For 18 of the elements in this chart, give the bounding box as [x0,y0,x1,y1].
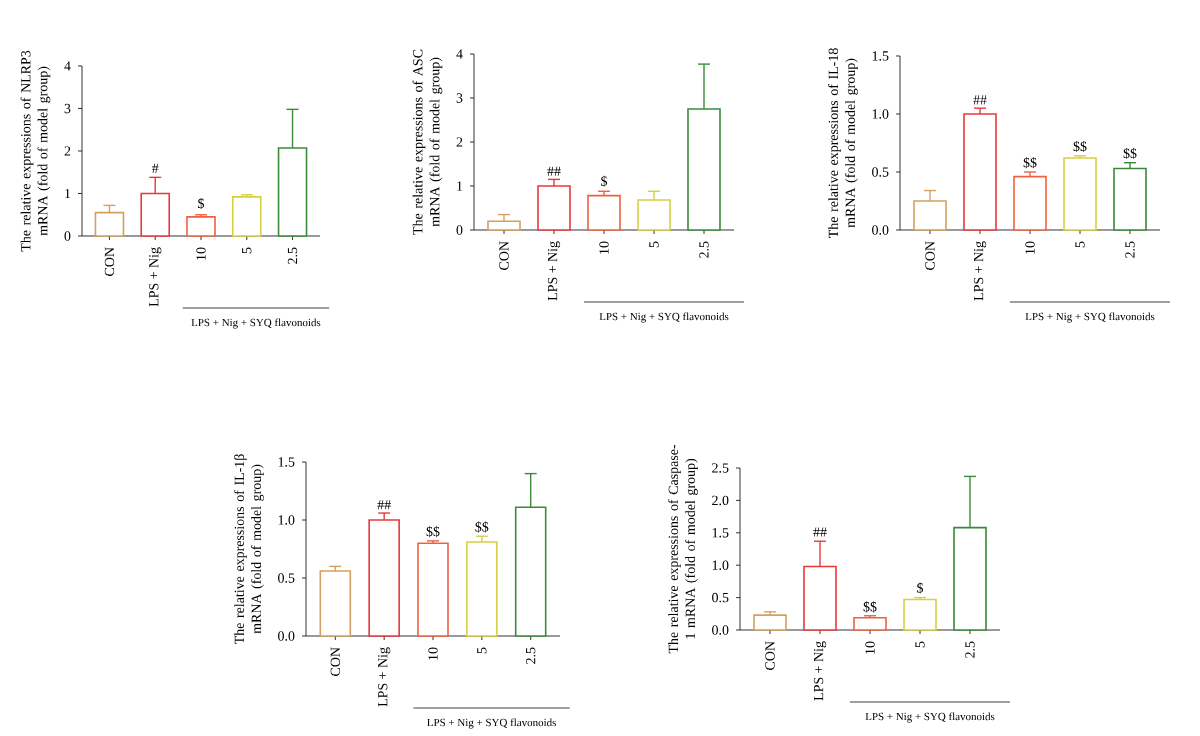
bar [637,199,671,231]
bar [1113,167,1147,231]
bar [903,598,937,631]
bar [587,194,621,231]
bar [417,542,449,637]
bar [94,211,125,237]
bar [537,185,571,231]
bar [1013,175,1047,231]
bar [487,220,521,231]
bar [466,541,498,637]
bar [1063,157,1097,231]
bar [231,196,262,237]
bar [753,614,787,631]
bar [963,113,997,231]
bar [368,519,400,637]
bar [186,216,216,237]
bar [319,570,352,637]
bar [853,616,887,631]
